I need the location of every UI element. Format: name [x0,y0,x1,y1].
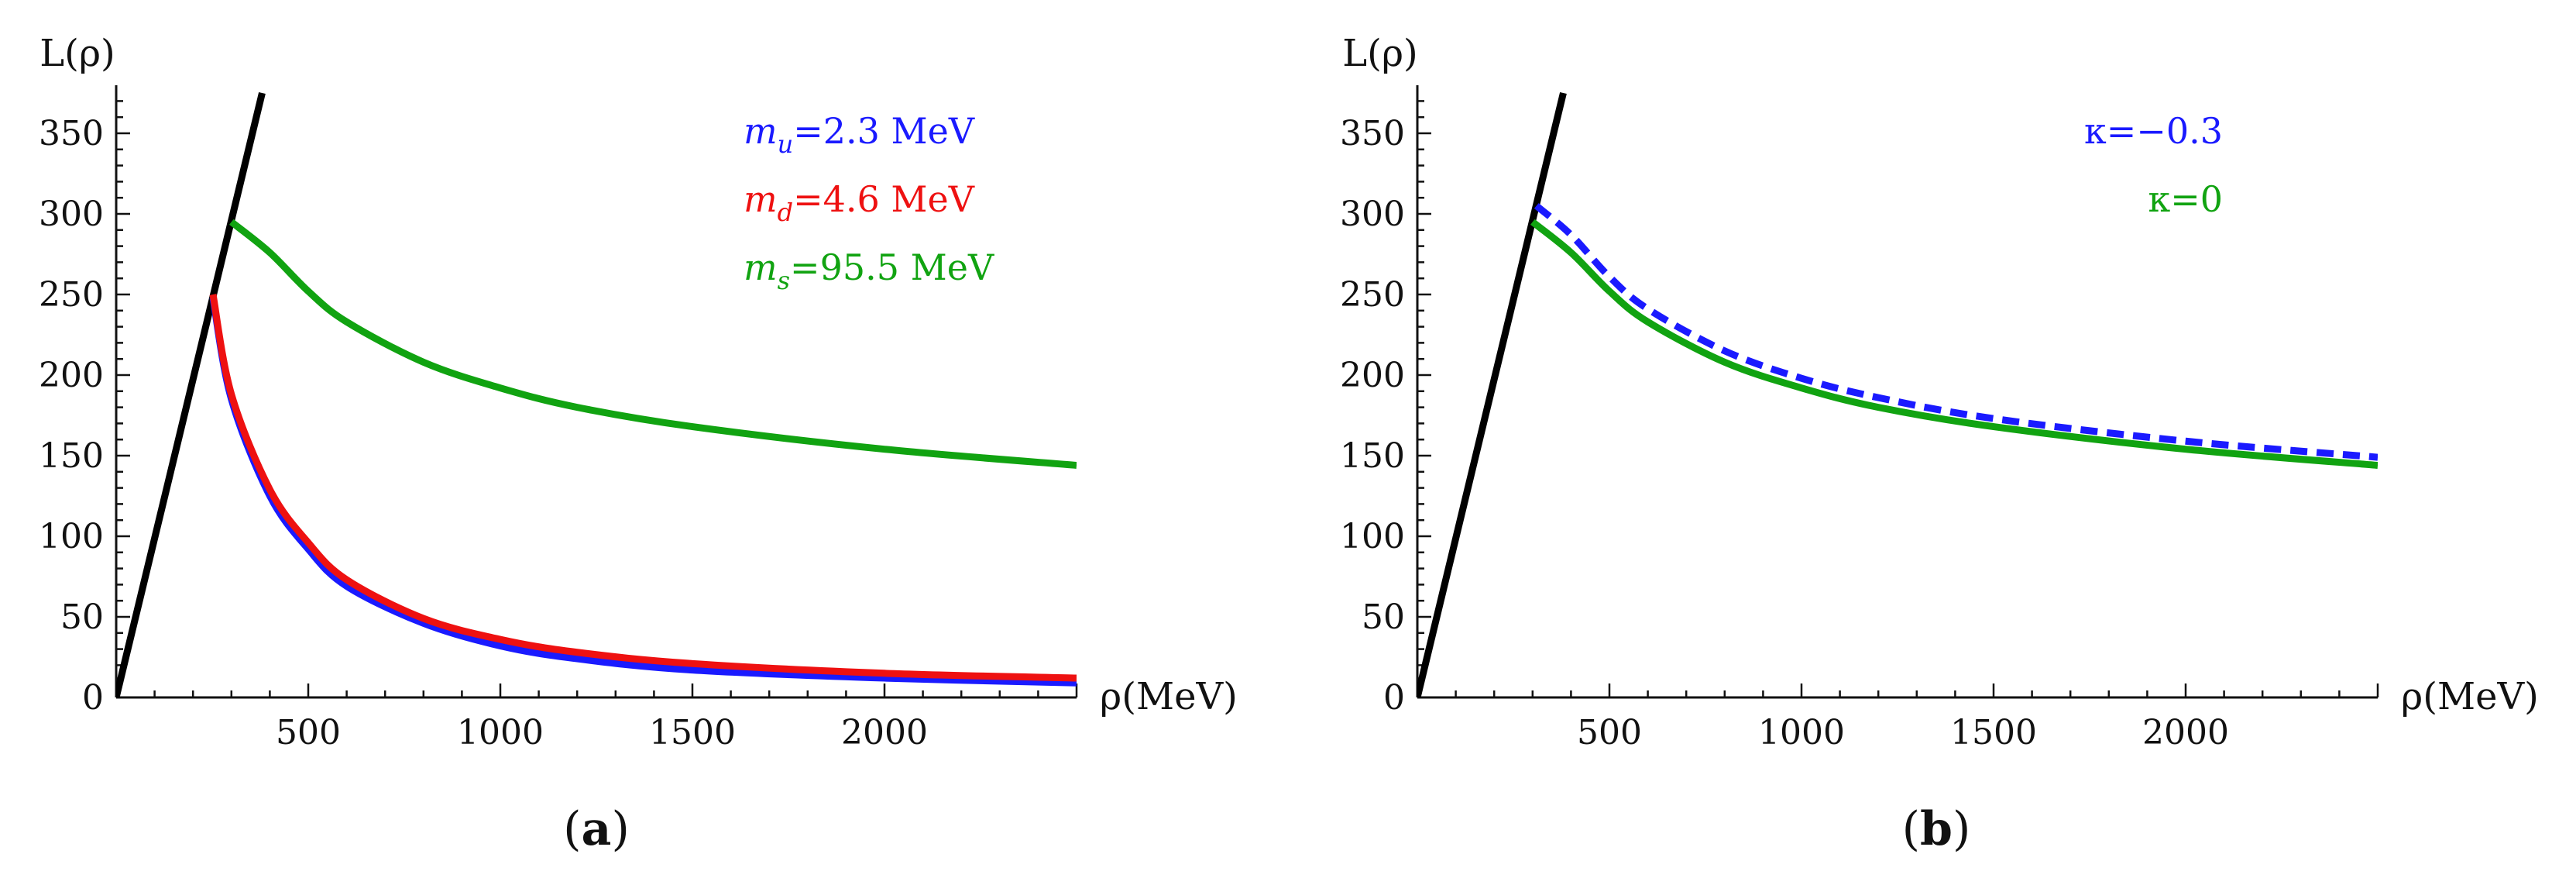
chart-panel-a: 0 50 100 150 200 250 300 350 500 1000 1500 2000 L(ρ)… [39,32,1238,856]
legend-value: =4.6 MeV [793,178,975,220]
y-tick-label: 0 [1383,678,1405,718]
legend-subscript: s [778,266,790,295]
legend-subscript: u [778,129,794,159]
series-line-m-d [209,294,1077,682]
y-tick-label: 50 [1362,597,1405,637]
series-line-linear [116,91,266,697]
chart-panel-b: 0 50 100 150 200 250 300 350 500 1000 1500 2000 L(ρ)… [1340,32,2539,856]
y-tick-label: 200 [1340,356,1405,395]
legend-symbol: m [744,178,778,220]
series-line-kappa-0 [1530,219,2378,469]
y-axis-label: L(ρ) [1342,32,1418,75]
legend-entry: ms=95.5 MeV [744,246,994,295]
legend-subscript: d [778,198,793,227]
legend-entry: κ=−0.3 [2084,110,2223,152]
panel-label-paren: ) [1953,802,1970,856]
legend-entry: md=4.6 MeV [744,178,975,227]
x-axis-label: ρ(MeV) [2401,675,2539,718]
panel-label-letter: a [582,802,612,856]
x-tick-label: 2000 [841,713,928,752]
series-line-m-s [228,219,1077,469]
y-tick-label: 150 [1340,436,1405,476]
legend-entry: mu=2.3 MeV [744,110,975,159]
panel-label-paren: ( [1902,802,1920,856]
x-tick-label: 1500 [1950,713,2037,752]
legend-value: =2.3 MeV [793,110,975,152]
y-tick-label: 150 [39,436,104,476]
series-line-m-u [209,297,1077,687]
legend-symbol: m [744,110,778,152]
x-tick-label: 1500 [649,713,736,752]
series-line-kappa-0-3 [1534,203,2378,461]
y-tick-label: 50 [60,597,104,637]
panel-label-letter: b [1920,802,1953,856]
legend-entry: κ=0 [2148,178,2223,220]
x-tick-label: 2000 [2142,713,2229,752]
x-tick-label: 500 [276,713,341,752]
y-tick-label: 350 [1340,114,1405,153]
panel-label-paren: ( [563,802,581,856]
x-tick-label: 500 [1577,713,1642,752]
y-tick-label: 250 [1340,275,1405,315]
y-tick-label: 300 [1340,195,1405,234]
series-line-linear [1417,91,1567,697]
plot-area [1417,91,2378,697]
y-tick-label: 200 [39,356,104,395]
x-axis-label: ρ(MeV) [1100,675,1238,718]
plot-area [116,91,1077,697]
panel-label: (b) [1902,802,1971,856]
y-tick-label: 0 [82,678,104,718]
x-tick-label: 1000 [457,713,544,752]
legend-symbol: m [744,246,778,288]
x-tick-label: 1000 [1758,713,1845,752]
panel-label-paren: ) [611,802,629,856]
legend-value: =95.5 MeV [790,246,994,288]
y-tick-label: 350 [39,114,104,153]
y-tick-label: 100 [39,517,104,556]
y-tick-label: 300 [39,195,104,234]
y-axis-label: L(ρ) [39,32,115,75]
y-tick-label: 250 [39,275,104,315]
y-tick-label: 100 [1340,517,1405,556]
panel-label: (a) [563,802,630,856]
